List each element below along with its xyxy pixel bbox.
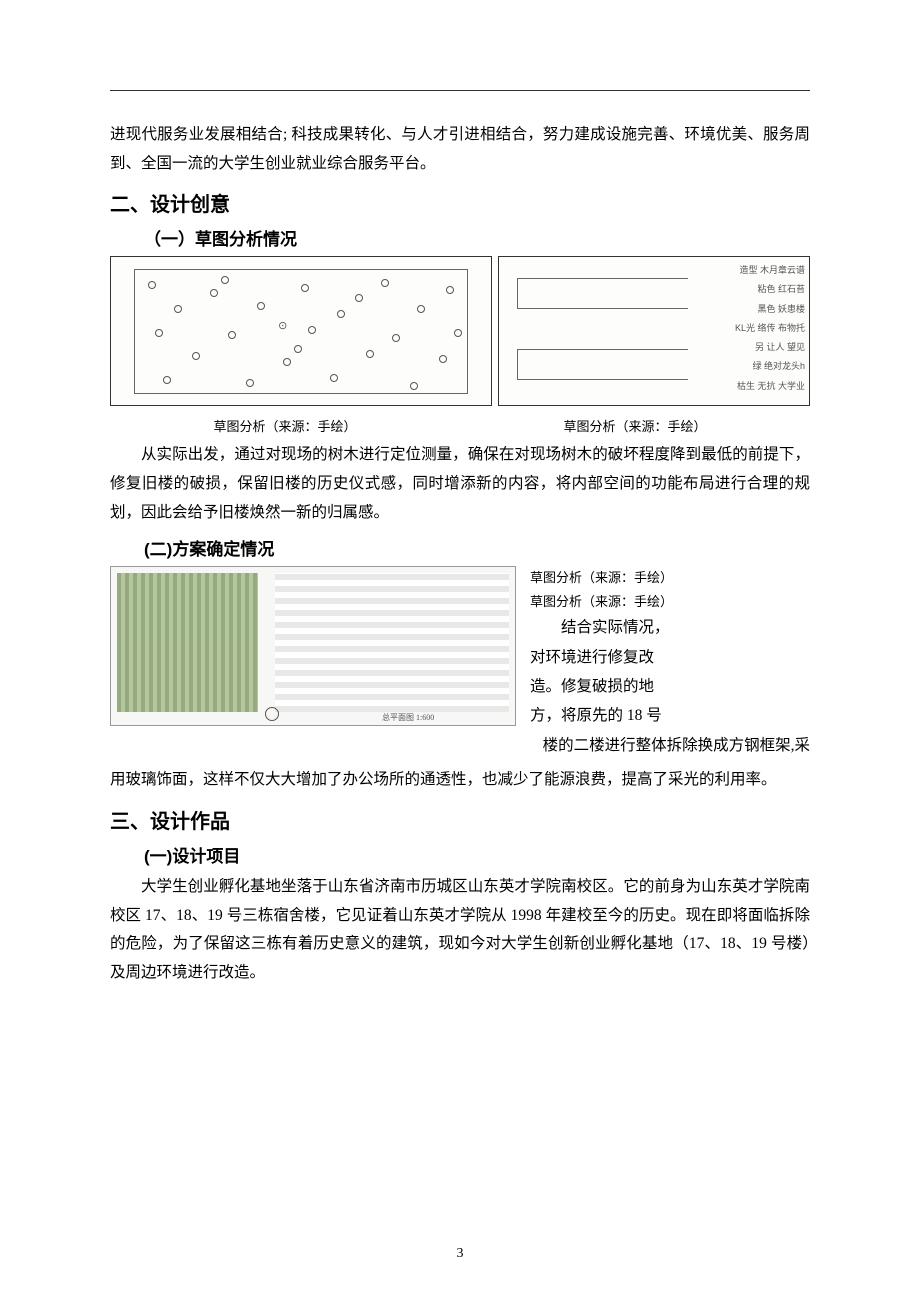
sketch-dots-container <box>119 265 483 397</box>
sketch-dot <box>330 374 338 382</box>
sketch-dot <box>446 286 454 294</box>
section-2-2-cont: 用玻璃饰面，这样不仅大大增加了办公场所的通透性，也减少了能源浪费，提高了采光的利… <box>110 766 810 795</box>
sketch-dot <box>163 376 171 384</box>
sketch-caption-right: 草图分析（来源：手绘） <box>563 416 706 435</box>
section-3-heading: 三、设计作品 <box>110 805 810 834</box>
sketch-r-v1 <box>517 278 518 308</box>
section-2-1-heading: （一）草图分析情况 <box>110 225 810 250</box>
sketch-dot <box>454 329 462 337</box>
section-2-2-heading: (二)方案确定情况 <box>110 535 810 560</box>
sketch-dot <box>410 382 418 390</box>
sketch-dot <box>192 352 200 360</box>
plan-figure: 总平面图 1:600 <box>110 566 516 726</box>
section-2-1-body: 从实际出发，通过对现场的树木进行定位测量，确保在对现场树木的破坏程度降到最低的前… <box>110 441 810 527</box>
sketch-dot <box>210 289 218 297</box>
sketch-dot <box>392 334 400 342</box>
sketch-r-line1 <box>517 278 688 279</box>
sketch-r-v2 <box>517 349 518 379</box>
sketch-border-bottom <box>134 393 468 394</box>
plan-landscape-area <box>117 573 258 712</box>
sketch-figure-right: 造型 木月章云谱粘色 红石苔黑色 妖患楼 KL光 络传 布物托另 让人 望见 绿 … <box>498 256 810 406</box>
sketch-figure-left: ⊙ <box>110 256 492 406</box>
plan-figure-wrap: 总平面图 1:600 草图分析（来源：手绘） 草图分析（来源：手绘） 结合实际情… <box>110 566 810 760</box>
sketch-dot <box>246 379 254 387</box>
section-3-1-body: 大学生创业孵化基地坐落于山东省济南市历城区山东英才学院南校区。它的前身为山东英才… <box>110 873 810 988</box>
sketch-center-mark: ⊙ <box>278 320 287 332</box>
sketch-dot <box>221 276 229 284</box>
page-number: 3 <box>0 1246 920 1262</box>
sketch-dot <box>301 284 309 292</box>
sketch-dot <box>228 331 236 339</box>
sketch-border-left <box>134 269 135 393</box>
section-2-heading: 二、设计创意 <box>110 188 810 217</box>
sketch-dot <box>381 279 389 287</box>
sketch-annotation: 绿 绝对龙头h <box>752 362 805 372</box>
sketch-annotation: KL光 络传 布物托 <box>735 324 805 334</box>
sketch-border-right <box>467 269 468 393</box>
sketch-dot <box>308 326 316 334</box>
sketch-dot <box>257 302 265 310</box>
sketch-dot <box>148 281 156 289</box>
wrap-continuation: 楼的二楼进行整体拆除换成方钢框架,采 <box>110 731 810 760</box>
header-rule <box>110 90 810 91</box>
plan-building-area <box>275 573 509 712</box>
compass-icon <box>265 707 279 721</box>
sketch-caption-row: 草图分析（来源：手绘） 草图分析（来源：手绘） <box>110 416 810 435</box>
sketch-annotation: 黑色 妖患楼 <box>757 305 805 315</box>
sketch-r-line2 <box>517 308 688 309</box>
sketch-annotation: 枯生 无抗 大学业 <box>737 382 805 392</box>
sketch-dot <box>439 355 447 363</box>
sketch-dot <box>337 310 345 318</box>
intro-continuation: 进现代服务业发展相结合; 科技成果转化、与人才引进相结合，努力建成设施完善、环境… <box>110 121 810 178</box>
sketch-figure-row: ⊙ 造型 木月章云谱粘色 红石苔黑色 妖患楼 KL光 络传 布物托另 让人 望见 … <box>110 256 810 406</box>
sketch-dot <box>294 345 302 353</box>
sketch-r-line3 <box>517 349 688 350</box>
section-3-1-heading: (一)设计项目 <box>110 842 810 867</box>
sketch-dot <box>155 329 163 337</box>
sketch-caption-left: 草图分析（来源：手绘） <box>213 416 356 435</box>
document-page: 进现代服务业发展相结合; 科技成果转化、与人才引进相结合，努力建成设施完善、环境… <box>0 0 920 1302</box>
sketch-annotation: 另 让人 望见 <box>755 343 805 353</box>
sketch-annotation: 粘色 红石苔 <box>757 285 805 295</box>
sketch-r-line4 <box>517 379 688 380</box>
sketch-annotation: 造型 木月章云谱 <box>739 266 805 276</box>
plan-scale-label: 总平面图 1:600 <box>382 712 434 723</box>
sketch-dot <box>366 350 374 358</box>
sketch-dot <box>355 294 363 302</box>
sketch-border-top <box>134 269 468 270</box>
sketch-dot <box>283 358 291 366</box>
sketch-dot <box>174 305 182 313</box>
sketch-dot <box>417 305 425 313</box>
